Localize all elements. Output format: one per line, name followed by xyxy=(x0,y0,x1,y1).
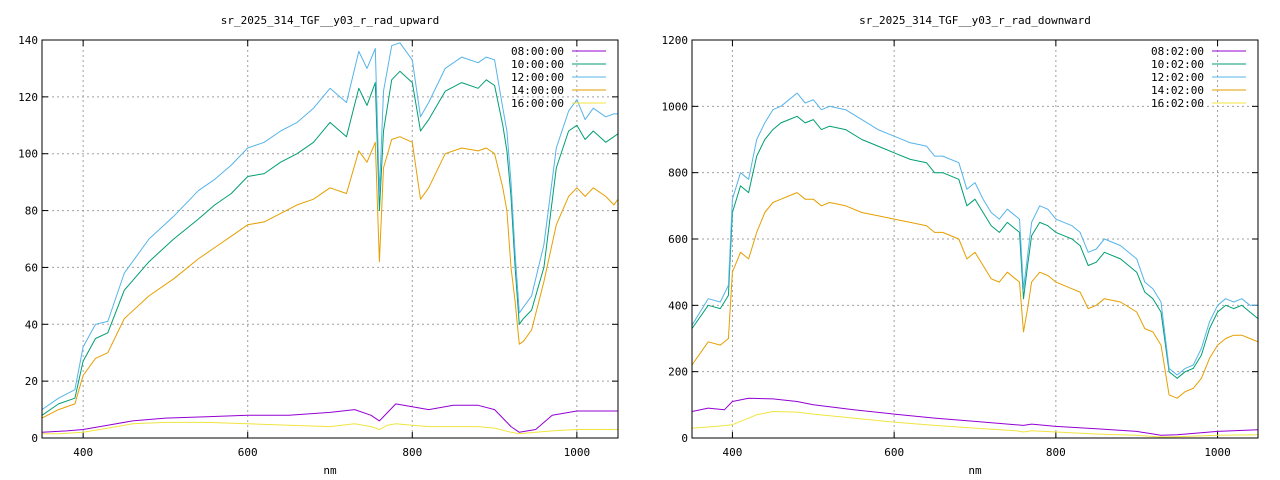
y-tick-label: 0 xyxy=(31,432,38,445)
plot-frame xyxy=(41,39,619,439)
legend-label: 12:02:00 xyxy=(1151,71,1204,84)
series-line xyxy=(692,397,1258,436)
series-line xyxy=(692,115,1258,379)
x-tick-label: 600 xyxy=(884,446,904,459)
y-tick-label: 200 xyxy=(668,366,688,379)
x-tick-label: 1000 xyxy=(1204,446,1231,459)
series-line xyxy=(42,70,618,416)
legend-label: 08:02:00 xyxy=(1151,45,1204,58)
legend-label: 14:00:00 xyxy=(511,84,564,97)
y-tick-label: 800 xyxy=(668,167,688,180)
y-tick-label: 0 xyxy=(681,432,688,445)
legend-label: 14:02:00 xyxy=(1151,84,1204,97)
plot-frame xyxy=(691,39,1259,439)
y-tick-label: 1200 xyxy=(662,34,689,47)
x-tick-label: 600 xyxy=(238,446,258,459)
x-tick-label: 1000 xyxy=(564,446,591,459)
x-tick-label: 800 xyxy=(402,446,422,459)
series-line xyxy=(692,92,1258,376)
chart-title: sr_2025_314_TGF__y03_r_rad_downward xyxy=(859,14,1091,27)
y-tick-label: 1000 xyxy=(662,100,689,113)
x-axis-label: nm xyxy=(323,464,337,477)
y-tick-label: 100 xyxy=(18,148,38,161)
series-line xyxy=(692,192,1258,399)
y-tick-label: 40 xyxy=(25,318,38,331)
series-line xyxy=(42,42,618,411)
legend-label: 10:00:00 xyxy=(511,58,564,71)
legend-label: 08:00:00 xyxy=(511,45,564,58)
series-line xyxy=(42,403,618,433)
downward-chart: sr_2025_314_TGF__y03_r_rad_downward nm 4… xyxy=(662,14,1259,477)
y-tick-label: 120 xyxy=(18,91,38,104)
x-tick-label: 400 xyxy=(73,446,93,459)
legend-label: 16:00:00 xyxy=(511,97,564,110)
chart-title: sr_2025_314_TGF__y03_r_rad_upward xyxy=(221,14,440,27)
x-tick-label: 400 xyxy=(722,446,742,459)
y-tick-label: 60 xyxy=(25,261,38,274)
series-line xyxy=(42,421,618,435)
series-line xyxy=(692,411,1258,438)
y-tick-label: 20 xyxy=(25,375,38,388)
legend-label: 16:02:00 xyxy=(1151,97,1204,110)
x-axis-label: nm xyxy=(968,464,982,477)
series-line xyxy=(42,136,618,419)
legend-label: 10:02:00 xyxy=(1151,58,1204,71)
y-tick-label: 600 xyxy=(668,233,688,246)
y-tick-label: 80 xyxy=(25,205,38,218)
legend-label: 12:00:00 xyxy=(511,71,564,84)
y-tick-label: 140 xyxy=(18,34,38,47)
x-tick-label: 800 xyxy=(1046,446,1066,459)
y-tick-label: 400 xyxy=(668,299,688,312)
upward-chart: sr_2025_314_TGF__y03_r_rad_upward nm 400… xyxy=(18,14,619,477)
